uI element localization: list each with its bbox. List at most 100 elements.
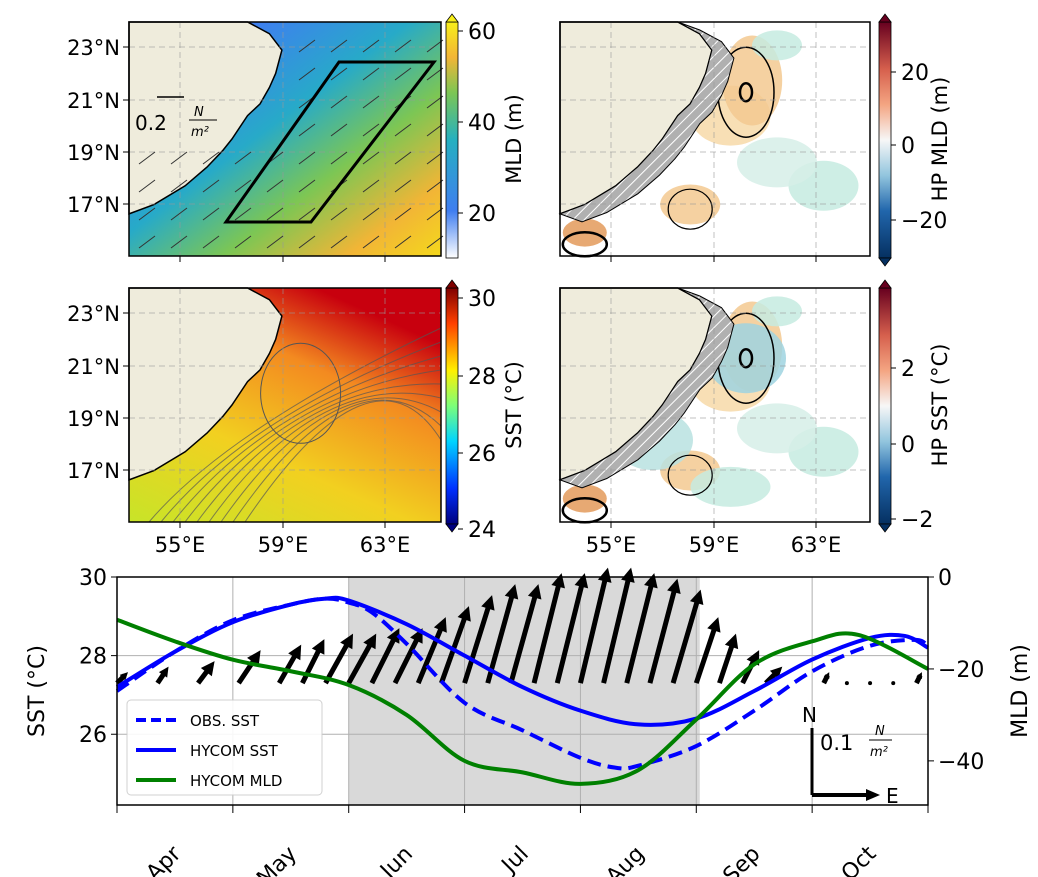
wind-arrow xyxy=(298,151,316,165)
wind-stress-dot xyxy=(844,681,849,686)
wind-key-unit: m² xyxy=(870,745,888,760)
wind-stress-arrow xyxy=(601,575,632,684)
y-right-tick-label: −40 xyxy=(938,750,984,775)
wind-arrow xyxy=(234,207,252,221)
colorbar xyxy=(445,21,459,259)
sst-contour xyxy=(260,342,342,444)
x-tick-label: Aug xyxy=(602,842,650,877)
wind-stress-arrowhead xyxy=(481,595,495,611)
wind-arrow xyxy=(266,207,284,221)
sst-contour xyxy=(220,397,442,523)
legend-label: HYCOM MLD xyxy=(190,772,282,790)
wind-arrow xyxy=(202,151,220,165)
colorbar-label: HP SST (°C) xyxy=(928,344,952,467)
wind-arrow xyxy=(202,179,220,193)
plot-frame xyxy=(116,576,929,806)
anomaly-patch xyxy=(752,296,802,327)
wind-arrow xyxy=(170,207,188,221)
panel-frame xyxy=(559,287,871,523)
wind-stress-arrowhead xyxy=(386,628,400,644)
wind-arrow xyxy=(234,151,252,165)
anomaly-patch xyxy=(737,403,817,454)
colorbar-extend-top xyxy=(878,13,892,23)
wind-arrow xyxy=(330,151,348,165)
wind-stress-arrow xyxy=(647,586,678,684)
wind-stress-arrow xyxy=(554,580,586,684)
wind-stress-arrow xyxy=(277,650,300,685)
colorbar-extend-bottom xyxy=(878,523,892,533)
colorbar-extend-top xyxy=(445,13,459,23)
east-label: E xyxy=(886,784,899,808)
wind-arrow xyxy=(138,235,156,249)
lon-tick-label: 59°E xyxy=(258,533,309,557)
colorbar-tick-label: 20 xyxy=(468,202,496,227)
lon-tick-label: 63°E xyxy=(360,533,411,557)
wind-arrow xyxy=(362,151,380,165)
wind-arrow xyxy=(362,235,380,249)
wind-key-label: 0.1 xyxy=(820,731,853,755)
wind-stress-arrowhead xyxy=(288,644,302,661)
wind-arrow xyxy=(138,151,156,165)
contour xyxy=(667,454,713,496)
wind-scale-label: 0.2 xyxy=(135,111,167,135)
wind-arrow xyxy=(170,235,188,249)
y-right-tick-label: 0 xyxy=(938,566,952,591)
legend: OBS. SST HYCOM SST HYCOM MLD xyxy=(126,699,323,796)
colorbar xyxy=(878,21,892,259)
wind-arrow xyxy=(330,235,348,249)
lat-tick-label: 23°N xyxy=(67,302,120,326)
wind-stress-arrowhead xyxy=(527,584,542,600)
colorbar-tick-label: 2 xyxy=(901,357,915,382)
wind-stress-arrow xyxy=(577,575,609,684)
wind-stress-arrowhead xyxy=(119,672,128,681)
map-panel-2: 20 0 −20 HP MLD (m) xyxy=(558,13,952,267)
x-tick-label: Jul xyxy=(496,842,534,877)
wind-stress-arrowhead xyxy=(433,617,447,633)
wind-stress-arrow xyxy=(624,580,655,684)
wind-arrow xyxy=(362,179,380,193)
sst-contour xyxy=(208,392,442,523)
region-box xyxy=(223,60,438,224)
wind-arrow xyxy=(330,123,348,137)
sst-contour xyxy=(244,400,442,523)
wind-arrow xyxy=(202,235,220,249)
lat-tick-label: 21°N xyxy=(67,355,120,379)
panel-frame xyxy=(128,287,442,523)
wind-stress-arrow xyxy=(717,640,736,684)
colorbar-label: MLD (m) xyxy=(502,94,526,184)
wind-stress-arrow xyxy=(369,634,398,685)
wind-arrow xyxy=(138,179,156,193)
east-arrowhead xyxy=(866,789,880,801)
wind-stress-arrow xyxy=(531,580,562,684)
colorbar-tick-label: 26 xyxy=(468,442,496,467)
series-hycom-sst xyxy=(115,595,930,727)
lat-tick-label: 19°N xyxy=(67,407,120,431)
wind-arrow xyxy=(266,235,284,249)
colorbar-extend-top xyxy=(878,279,892,289)
sst-contour xyxy=(172,355,442,523)
wind-arrow xyxy=(394,39,412,53)
wind-arrow xyxy=(298,235,316,249)
wind-stress-arrowhead xyxy=(823,672,830,680)
lat-tick-label: 17°N xyxy=(67,459,120,483)
wind-scale-unit: m² xyxy=(191,125,209,140)
wind-stress-arrow xyxy=(693,624,719,684)
y-tick-label: 30 xyxy=(79,566,107,591)
contour xyxy=(738,81,754,103)
wind-arrow xyxy=(362,95,380,109)
wind-arrow xyxy=(394,67,412,81)
y-right-axis-label: MLD (m) xyxy=(1008,644,1033,738)
y-tick-label: 26 xyxy=(79,723,107,748)
north-label: N xyxy=(802,703,817,727)
wind-stress-arrowhead xyxy=(689,589,704,606)
land xyxy=(128,287,283,481)
colorbar-tick-label: 40 xyxy=(468,111,496,136)
wind-arrow xyxy=(394,207,412,221)
legend-box xyxy=(126,699,323,796)
wind-arrow xyxy=(330,67,348,81)
wind-arrow xyxy=(298,39,316,53)
series-hycom-mld xyxy=(116,617,929,786)
sst-contour xyxy=(160,341,442,523)
